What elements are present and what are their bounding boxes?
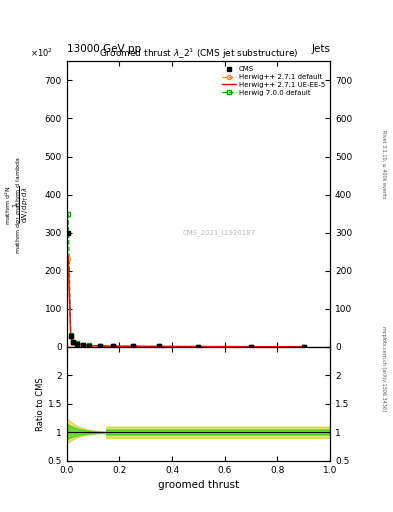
Text: Rivet 3.1.10, ≥ 400k events: Rivet 3.1.10, ≥ 400k events (381, 130, 386, 198)
Legend: CMS, Herwig++ 2.7.1 default, Herwig++ 2.7.1 UE-EE-5, Herwig 7.0.0 default: CMS, Herwig++ 2.7.1 default, Herwig++ 2.… (221, 65, 327, 97)
Title: Groomed thrust $\lambda\_2^1$ (CMS jet substructure): Groomed thrust $\lambda\_2^1$ (CMS jet s… (99, 47, 298, 61)
Y-axis label: Ratio to CMS: Ratio to CMS (36, 377, 45, 431)
X-axis label: groomed thrust: groomed thrust (158, 480, 239, 490)
Text: mcplots.cern.ch [arXiv:1306.3436]: mcplots.cern.ch [arXiv:1306.3436] (381, 326, 386, 411)
Text: Jets: Jets (311, 44, 330, 54)
Text: $\frac{1}{\mathrm{d}N\,/\,\mathrm{d}p_T\,\mathrm{d}\lambda}$: $\frac{1}{\mathrm{d}N\,/\,\mathrm{d}p_T\… (12, 186, 31, 223)
Text: 13000 GeV pp: 13000 GeV pp (67, 44, 141, 54)
Text: CMS_2021_I1920187: CMS_2021_I1920187 (183, 229, 256, 236)
Text: mathrm d$^{2}$N
mathrm d$p_{T}$ mathrm d lambda: mathrm d$^{2}$N mathrm d$p_{T}$ mathrm d… (4, 156, 24, 253)
Text: $\times10^2$: $\times10^2$ (30, 46, 53, 58)
